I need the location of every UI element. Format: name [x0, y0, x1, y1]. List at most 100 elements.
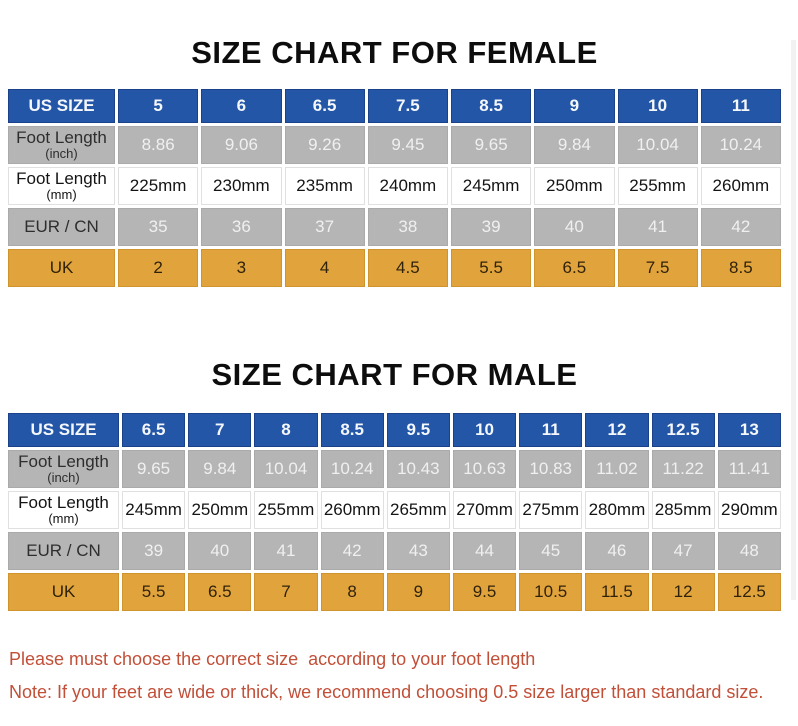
us-size-header-cell: US SIZE — [8, 89, 115, 123]
us-size-value-cell: 9.5 — [386, 413, 450, 447]
row-label-text: Foot Length — [16, 128, 107, 147]
row-label-cell: Foot Length (inch) — [8, 126, 115, 164]
us-size-value-cell: 6.5 — [122, 413, 186, 447]
size-value-cell: 37 — [284, 208, 365, 246]
size-value-cell: 260mm — [700, 167, 781, 205]
size-value-cell: 285mm — [651, 491, 715, 529]
row-label-text: UK — [51, 582, 76, 601]
us-size-value-cell: 7.5 — [367, 89, 448, 123]
footer-notes: Please must choose the correct size acco… — [5, 648, 784, 703]
size-value-cell: 45 — [519, 532, 583, 570]
size-value-cell: 40 — [534, 208, 615, 246]
wide-feet-recommendation-note: Note: If your feet are wide or thick, we… — [9, 682, 764, 702]
size-value-cell: 47 — [651, 532, 715, 570]
size-value-cell: 245mm — [451, 167, 532, 205]
us-size-header-cell: US SIZE — [8, 413, 119, 447]
us-size-value-cell: 8 — [254, 413, 318, 447]
row-label-text: UK — [49, 258, 74, 277]
size-value-cell: 9.65 — [451, 126, 532, 164]
size-value-cell: 9 — [386, 573, 450, 611]
size-value-cell: 240mm — [367, 167, 448, 205]
size-value-cell: 275mm — [519, 491, 583, 529]
row-label-text: Foot Length — [18, 493, 109, 512]
size-value-cell: 10.04 — [254, 450, 318, 488]
size-value-cell: 9.65 — [122, 450, 186, 488]
size-value-cell: 10.83 — [519, 450, 583, 488]
us-size-value-cell: 13 — [717, 413, 781, 447]
us-size-value-cell: 8.5 — [320, 413, 384, 447]
row-sublabel-text: (inch) — [47, 470, 80, 485]
size-value-cell: 4 — [284, 249, 365, 287]
table-row: EUR / CN 35 36 37 38 39 40 41 42 — [8, 208, 781, 246]
size-value-cell: 12.5 — [717, 573, 781, 611]
female-size-chart-title: SIZE CHART FOR FEMALE — [191, 35, 598, 70]
female-size-table: US SIZE 5 6 6.5 7.5 8.5 9 10 11 Foot Length (inch)… — [5, 86, 784, 290]
row-sublabel-text: (mm) — [48, 511, 79, 526]
row-sublabel-text: (mm) — [46, 187, 77, 202]
us-size-value-cell: 12 — [585, 413, 649, 447]
size-value-cell: 41 — [254, 532, 318, 570]
size-value-cell: 10.04 — [617, 126, 698, 164]
size-value-cell: 9.26 — [284, 126, 365, 164]
size-value-cell: 10.5 — [519, 573, 583, 611]
size-value-cell: 46 — [585, 532, 649, 570]
size-value-cell: 2 — [118, 249, 199, 287]
size-value-cell: 11.41 — [717, 450, 781, 488]
size-value-cell: 250mm — [188, 491, 252, 529]
size-value-cell: 11.02 — [585, 450, 649, 488]
size-value-cell: 230mm — [201, 167, 282, 205]
row-label-cell: EUR / CN — [8, 208, 115, 246]
us-size-value-cell: 9 — [534, 89, 615, 123]
size-value-cell: 290mm — [717, 491, 781, 529]
size-value-cell: 6.5 — [534, 249, 615, 287]
us-size-value-cell: 10 — [452, 413, 517, 447]
table-row: EUR / CN 39 40 41 42 43 44 45 46 47 48 — [8, 532, 781, 570]
size-value-cell: 10.43 — [386, 450, 450, 488]
size-value-cell: 41 — [617, 208, 698, 246]
size-value-cell: 40 — [188, 532, 252, 570]
size-value-cell: 3 — [201, 249, 282, 287]
row-label-cell: Foot Length (mm) — [8, 167, 115, 205]
size-value-cell: 36 — [201, 208, 282, 246]
size-value-cell: 12 — [651, 573, 715, 611]
size-value-cell: 9.84 — [188, 450, 252, 488]
size-value-cell: 42 — [700, 208, 781, 246]
row-label-cell: UK — [8, 573, 119, 611]
us-size-value-cell: 5 — [118, 89, 199, 123]
us-size-value-cell: 12.5 — [651, 413, 715, 447]
row-label-text: Foot Length — [18, 452, 109, 471]
size-value-cell: 250mm — [534, 167, 615, 205]
table-header-row: US SIZE 5 6 6.5 7.5 8.5 9 10 11 — [8, 89, 781, 123]
size-value-cell: 260mm — [320, 491, 384, 529]
size-value-cell: 245mm — [122, 491, 186, 529]
us-size-value-cell: 6.5 — [284, 89, 365, 123]
choose-correct-size-note: Please must choose the correct size acco… — [9, 649, 536, 669]
size-value-cell: 39 — [122, 532, 186, 570]
size-value-cell: 35 — [118, 208, 199, 246]
size-value-cell: 9.45 — [367, 126, 448, 164]
size-value-cell: 5.5 — [451, 249, 532, 287]
table-header-row: US SIZE 6.5 7 8 8.5 9.5 10 11 12 12.5 13 — [8, 413, 781, 447]
table-row: Foot Length (inch) 9.65 9.84 10.04 10.24 10.43… — [8, 450, 781, 488]
size-value-cell: 9.5 — [452, 573, 517, 611]
table-row: UK 5.5 6.5 7 8 9 9.5 10.5 11.5 12 12.5 — [8, 573, 781, 611]
us-size-value-cell: 11 — [519, 413, 583, 447]
size-value-cell: 7.5 — [617, 249, 698, 287]
row-label-cell: Foot Length (inch) — [8, 450, 119, 488]
table-row: Foot Length (inch) 8.86 9.06 9.26 9.45 9.65 9.8… — [8, 126, 781, 164]
size-value-cell: 10.24 — [320, 450, 384, 488]
male-size-chart-title: SIZE CHART FOR MALE — [211, 357, 578, 392]
size-value-cell: 255mm — [617, 167, 698, 205]
us-size-value-cell: 7 — [188, 413, 252, 447]
table-row: Foot Length (mm) 245mm 250mm 255mm 260mm 265mm… — [8, 491, 781, 529]
size-value-cell: 9.84 — [534, 126, 615, 164]
row-label-cell: Foot Length (mm) — [8, 491, 119, 529]
size-value-cell: 4.5 — [367, 249, 448, 287]
us-size-value-cell: 11 — [700, 89, 781, 123]
size-value-cell: 265mm — [386, 491, 450, 529]
size-value-cell: 44 — [452, 532, 517, 570]
size-value-cell: 43 — [386, 532, 450, 570]
us-size-value-cell: 6 — [201, 89, 282, 123]
size-value-cell: 11.5 — [585, 573, 649, 611]
row-label-cell: UK — [8, 249, 115, 287]
